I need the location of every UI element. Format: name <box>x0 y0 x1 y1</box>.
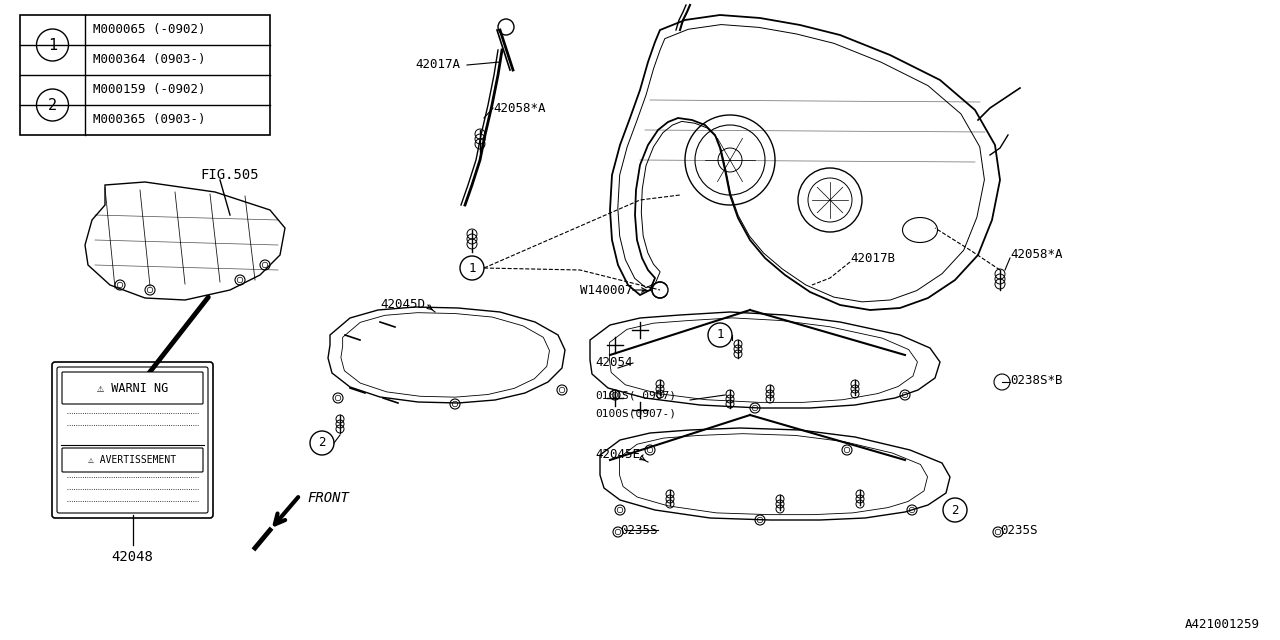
Text: ⚠ AVERTISSEMENT: ⚠ AVERTISSEMENT <box>88 455 177 465</box>
Text: 1: 1 <box>468 262 476 275</box>
Text: 2: 2 <box>951 504 959 516</box>
Text: 42058*A: 42058*A <box>1010 248 1062 262</box>
Text: FIG.505: FIG.505 <box>200 168 259 182</box>
Text: 42058*A: 42058*A <box>493 102 545 115</box>
Text: 2: 2 <box>47 97 58 113</box>
Text: M000365 (0903-): M000365 (0903-) <box>93 113 206 127</box>
Text: FRONT: FRONT <box>307 491 349 505</box>
Text: W140007: W140007 <box>580 284 632 296</box>
Bar <box>20 15 270 135</box>
Text: 0238S*B: 0238S*B <box>1010 374 1062 387</box>
Text: 42045D: 42045D <box>380 298 425 312</box>
FancyBboxPatch shape <box>61 372 204 404</box>
FancyBboxPatch shape <box>52 362 212 518</box>
Text: A421001259: A421001259 <box>1185 618 1260 632</box>
Text: 0100S(0907-): 0100S(0907-) <box>595 408 676 418</box>
Text: 2: 2 <box>319 436 325 449</box>
Text: 42054: 42054 <box>595 356 632 369</box>
Text: 0235S: 0235S <box>620 524 658 536</box>
Text: 42048: 42048 <box>111 550 154 564</box>
Text: 42017A: 42017A <box>415 58 460 72</box>
Text: 0235S: 0235S <box>1000 524 1038 536</box>
Text: 0101S(-0907): 0101S(-0907) <box>595 390 676 400</box>
Text: ⚠ WARNI NG: ⚠ WARNI NG <box>97 381 168 394</box>
Text: M000065 (-0902): M000065 (-0902) <box>93 24 206 36</box>
Text: 1: 1 <box>47 38 58 52</box>
Text: 1: 1 <box>717 328 723 342</box>
Text: 42045E: 42045E <box>595 449 640 461</box>
Text: M000364 (0903-): M000364 (0903-) <box>93 54 206 67</box>
Text: M000159 (-0902): M000159 (-0902) <box>93 83 206 97</box>
FancyBboxPatch shape <box>58 367 207 513</box>
Text: 42017B: 42017B <box>850 252 895 264</box>
FancyBboxPatch shape <box>61 448 204 472</box>
